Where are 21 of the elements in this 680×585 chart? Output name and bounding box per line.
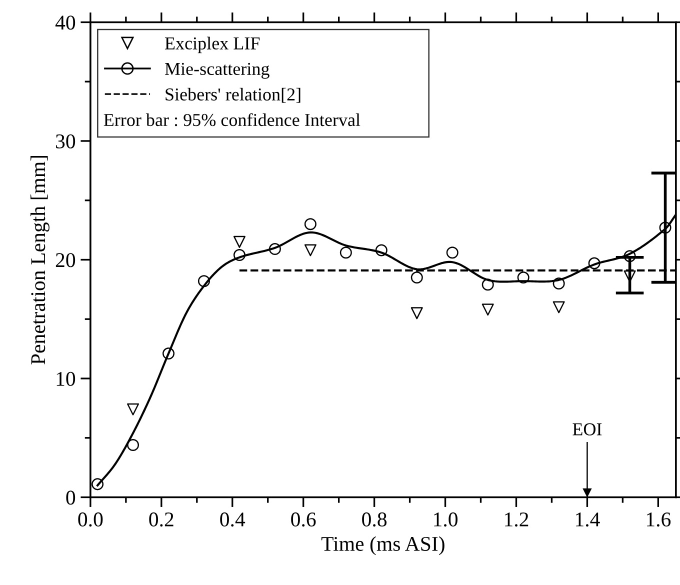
x-tick-label: 1.4: [576, 512, 600, 527]
ref-line-label: EOI: [572, 423, 602, 436]
x-tick-label: 0.2: [149, 512, 174, 527]
annotation: Error bar : 95% confidence Interval: [104, 113, 360, 126]
y-tick-label: 0: [66, 490, 76, 505]
x-tick-label: 0.0: [78, 512, 103, 527]
legend-label: Exciplex LIF: [164, 36, 260, 54]
y-tick-label: 30: [56, 134, 76, 148]
y-tick-label: 10: [56, 372, 76, 386]
y-axis-title: Penetration Length [mm]: [30, 156, 50, 364]
legend-label: Siebers' relation[2]: [166, 88, 300, 103]
y-tick-label: 40: [55, 16, 76, 30]
y-tick-label: 20: [56, 253, 76, 268]
x-tick-label: 1.6: [646, 512, 671, 527]
x-tick-label: 1.2: [505, 512, 528, 527]
x-tick-label: 0.6: [291, 512, 316, 527]
x-tick-label: 0.4: [220, 512, 246, 527]
x-tick-label: 1.0: [434, 512, 458, 527]
x-axis-title: Time (ms ASI): [321, 536, 444, 556]
legend-label: Mie-scattering: [164, 62, 270, 79]
x-tick-label: 0.8: [362, 512, 387, 527]
